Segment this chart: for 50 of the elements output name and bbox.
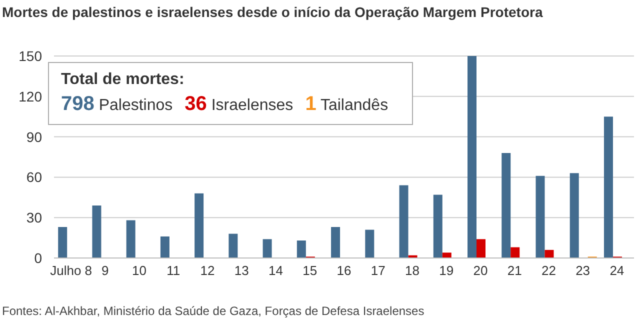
x-tick-label: 21 <box>507 263 522 278</box>
bar <box>604 116 613 258</box>
bar <box>468 56 477 258</box>
bar <box>365 230 374 258</box>
x-tick-label: 19 <box>439 263 454 278</box>
x-tick-label: 12 <box>200 263 215 278</box>
text: 36 Israelenses <box>184 93 294 115</box>
x-tick-label: 15 <box>302 263 318 278</box>
y-tick-label: 60 <box>26 169 42 186</box>
chart-title: Mortes de palestinos e israelenses desde o início da Operação Margem Protetora <box>2 4 543 20</box>
legend-title: Total de mortes: <box>61 71 186 89</box>
bar <box>262 239 272 258</box>
bar <box>160 236 170 258</box>
y-tick-label: 150 <box>18 48 42 64</box>
bar <box>544 250 554 258</box>
bar <box>194 193 204 258</box>
bar <box>331 227 340 258</box>
text: 1 Tailandês <box>305 93 388 115</box>
bar <box>433 194 442 258</box>
y-tick-label: 120 <box>18 88 42 104</box>
bar <box>476 239 486 258</box>
bar <box>228 234 238 258</box>
x-tick-label: 23 <box>576 263 590 278</box>
text: Fontes: Al-Akhbar, Ministério da Saúde de Gaza, Forças de Defesa Israelenses <box>2 304 424 318</box>
x-tick-label: 22 <box>541 263 556 278</box>
x-tick-label: 14 <box>268 263 283 278</box>
bar <box>399 185 408 258</box>
y-tick-label: 30 <box>26 210 42 226</box>
bar <box>510 247 520 258</box>
bar <box>92 205 102 258</box>
x-tick-label: Julho 8 <box>50 263 92 278</box>
x-tick-label: 9 <box>102 263 109 278</box>
x-tick-label: 13 <box>234 263 249 278</box>
x-tick-label: 10 <box>132 263 147 278</box>
bar <box>126 220 136 258</box>
y-tick-label: 0 <box>34 250 42 266</box>
bar <box>502 152 511 258</box>
x-tick-label: 11 <box>166 263 180 278</box>
x-tick-label: 24 <box>610 263 624 278</box>
x-tick-label: 17 <box>370 263 386 278</box>
x-tick-label: 18 <box>405 263 420 278</box>
x-tick-label: 20 <box>473 263 488 278</box>
text: 798 Palestinos <box>61 93 173 115</box>
bar <box>442 252 452 258</box>
bar <box>570 173 579 258</box>
x-tick-label: 16 <box>336 263 352 278</box>
bar <box>58 227 68 258</box>
y-tick-label: 90 <box>26 128 42 145</box>
bar <box>296 240 306 258</box>
bar <box>536 176 545 258</box>
